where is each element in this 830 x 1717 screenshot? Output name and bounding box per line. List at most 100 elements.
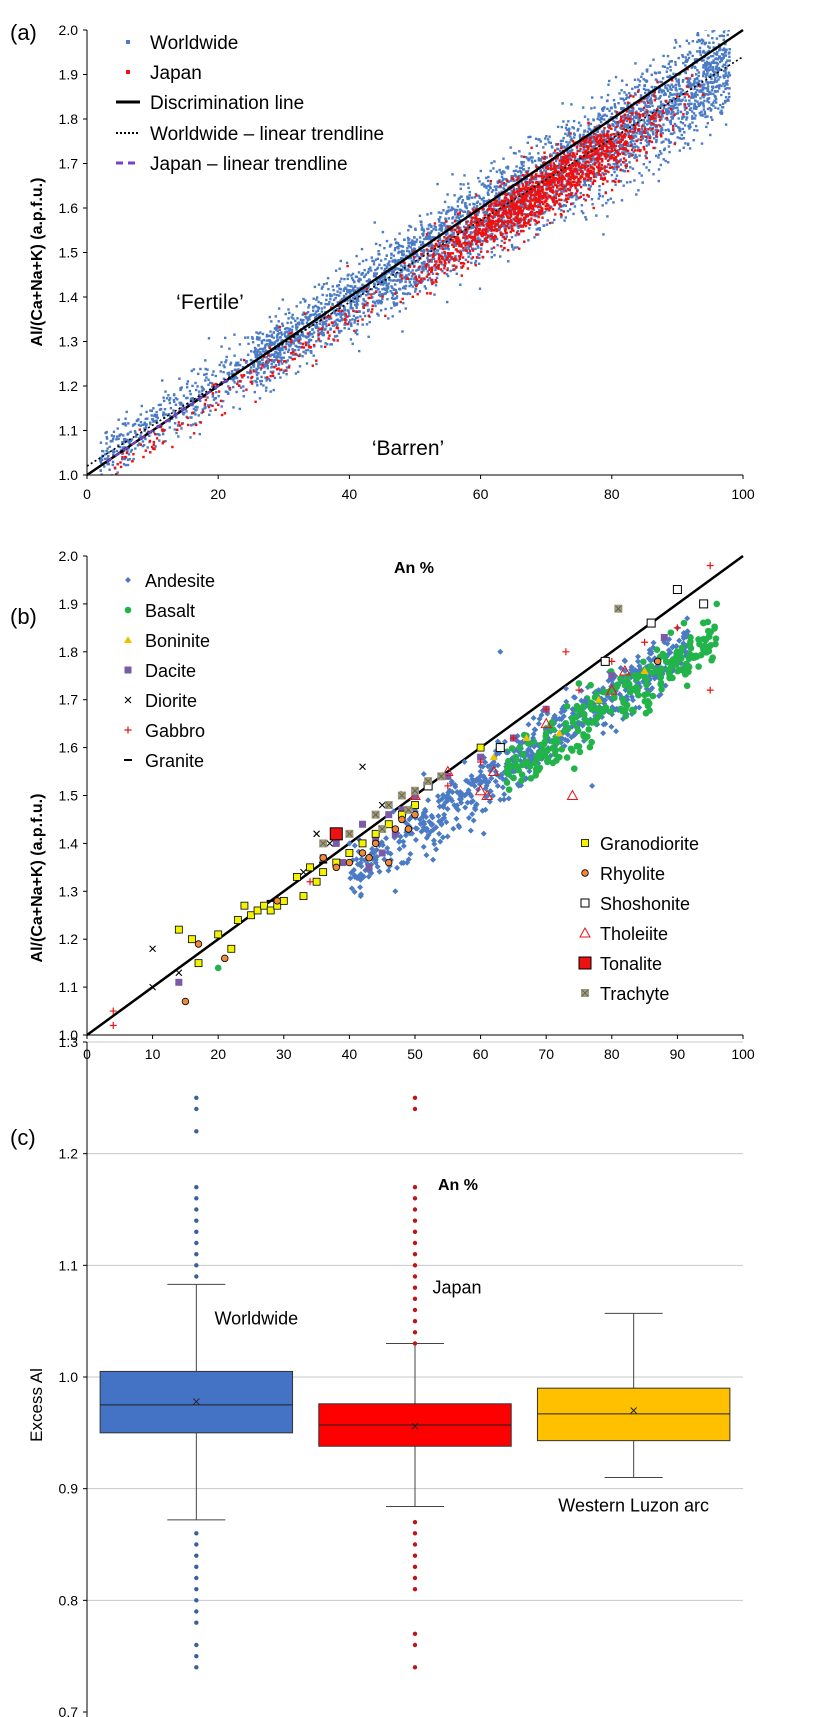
worldwide-point	[631, 109, 635, 112]
worldwide-point	[452, 207, 455, 210]
worldwide-point	[595, 162, 598, 165]
worldwide-point	[658, 87, 662, 91]
worldwide-point	[681, 122, 685, 125]
worldwide-point	[222, 399, 225, 403]
worldwide-point	[547, 141, 551, 144]
worldwide-point	[468, 194, 471, 197]
worldwide-point	[164, 440, 167, 443]
worldwide-point	[338, 294, 341, 297]
worldwide-point	[708, 106, 711, 110]
japan-point	[619, 134, 622, 137]
worldwide-point	[655, 135, 659, 139]
worldwide-point	[615, 174, 619, 177]
worldwide-point	[711, 54, 715, 58]
worldwide-point	[267, 357, 270, 361]
worldwide-point	[722, 55, 725, 58]
worldwide-point	[647, 143, 651, 146]
japan-point	[490, 229, 493, 232]
japan-point	[434, 242, 438, 246]
japan-point	[530, 195, 533, 198]
worldwide-point	[710, 68, 713, 71]
worldwide-point	[478, 287, 482, 290]
worldwide-point	[420, 223, 423, 227]
japan-point	[540, 200, 544, 203]
worldwide-point	[712, 101, 715, 104]
worldwide-point	[614, 110, 617, 113]
worldwide-point	[261, 332, 265, 336]
worldwide-point	[509, 199, 512, 202]
worldwide-point	[281, 346, 284, 349]
worldwide-point	[215, 401, 218, 405]
worldwide-point	[312, 297, 315, 300]
worldwide-point	[660, 117, 663, 121]
worldwide-point	[600, 118, 604, 121]
worldwide-point	[405, 254, 408, 258]
worldwide-point	[224, 361, 227, 364]
worldwide-point	[279, 353, 282, 356]
worldwide-point	[394, 302, 397, 305]
worldwide-point	[706, 69, 709, 73]
worldwide-point	[627, 96, 631, 99]
worldwide-point	[406, 269, 409, 272]
worldwide-point	[275, 356, 278, 359]
worldwide-point	[317, 283, 321, 286]
worldwide-point	[704, 73, 708, 76]
worldwide-point	[710, 77, 713, 80]
japan-point	[566, 154, 569, 157]
japan-point	[570, 193, 573, 197]
worldwide-point	[291, 353, 295, 356]
worldwide-point	[124, 422, 127, 425]
worldwide-point	[481, 240, 484, 243]
worldwide-point	[674, 86, 678, 89]
worldwide-point	[706, 51, 709, 54]
worldwide-point	[419, 240, 422, 243]
worldwide-point	[277, 307, 281, 310]
worldwide-point	[561, 184, 565, 187]
worldwide-point	[139, 420, 143, 424]
worldwide-point	[642, 87, 646, 91]
worldwide-point	[667, 75, 670, 79]
worldwide-point	[178, 377, 181, 380]
worldwide-point	[432, 257, 436, 260]
worldwide-point	[630, 142, 633, 146]
worldwide-point	[364, 300, 367, 303]
worldwide-point	[257, 332, 260, 335]
japan-point	[643, 127, 647, 131]
worldwide-point	[587, 184, 591, 187]
worldwide-point	[643, 84, 647, 87]
worldwide-point	[659, 163, 662, 167]
worldwide-point	[680, 133, 683, 137]
worldwide-point	[439, 225, 442, 228]
worldwide-point	[561, 139, 564, 142]
worldwide-point	[493, 204, 496, 208]
worldwide-point	[583, 152, 586, 155]
worldwide-point	[502, 187, 505, 190]
worldwide-point	[381, 297, 384, 301]
worldwide-point	[673, 131, 676, 134]
worldwide-point	[476, 205, 479, 208]
worldwide-point	[503, 171, 506, 174]
worldwide-point	[662, 140, 665, 143]
worldwide-point	[416, 268, 420, 271]
worldwide-point	[322, 333, 325, 337]
worldwide-point	[380, 276, 383, 279]
worldwide-point	[627, 133, 630, 136]
worldwide-point	[702, 72, 706, 75]
worldwide-point	[292, 342, 295, 345]
worldwide-point	[625, 96, 629, 99]
worldwide-point	[382, 283, 385, 286]
worldwide-point	[307, 306, 310, 309]
worldwide-point	[498, 168, 501, 172]
worldwide-point	[591, 135, 594, 138]
worldwide-point	[622, 107, 625, 110]
japan-point	[579, 167, 583, 170]
worldwide-point	[615, 168, 618, 171]
worldwide-point	[672, 106, 675, 109]
worldwide-point	[723, 99, 727, 103]
worldwide-point	[707, 66, 711, 69]
worldwide-point	[502, 157, 505, 160]
worldwide-point	[332, 298, 336, 302]
worldwide-point	[672, 98, 675, 101]
worldwide-point	[633, 179, 636, 182]
worldwide-point	[489, 238, 492, 241]
